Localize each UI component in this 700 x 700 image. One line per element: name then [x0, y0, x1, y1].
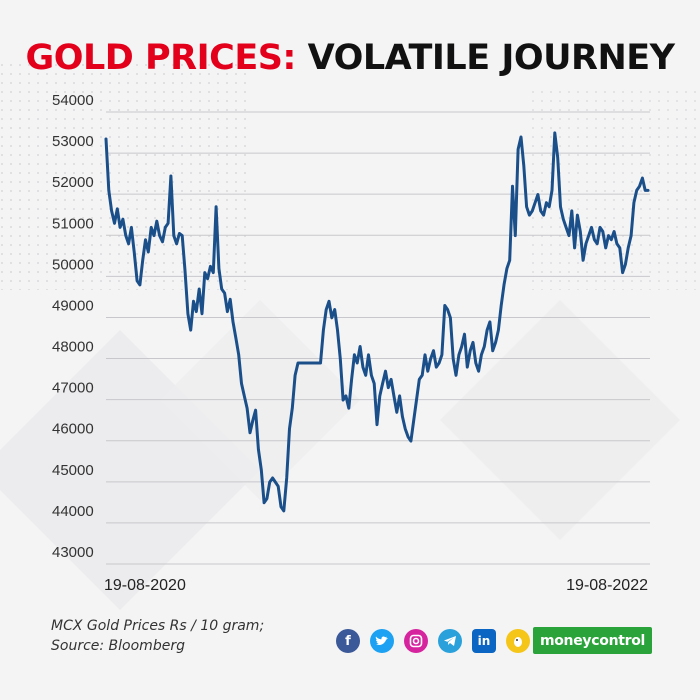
- y-tick-label: 51000: [52, 215, 94, 232]
- twitter-icon[interactable]: [370, 629, 394, 653]
- instagram-icon[interactable]: [404, 629, 428, 653]
- koo-icon[interactable]: [506, 629, 530, 653]
- gold-price-chart: 43000 44000 45000 46000 47000 48000 49000 50000…: [52, 92, 650, 594]
- y-axis-ticks: 43000 44000 45000 46000 47000 48000 49000 50000…: [52, 92, 94, 561]
- telegram-icon[interactable]: [438, 629, 462, 653]
- x-tick-start: 19-08-2020: [104, 577, 186, 594]
- linkedin-icon[interactable]: in: [472, 629, 496, 653]
- y-tick-label: 44000: [52, 503, 94, 520]
- x-tick-end: 19-08-2022: [566, 577, 648, 594]
- y-tick-label: 46000: [52, 421, 94, 438]
- chart-grid: [106, 111, 650, 565]
- facebook-icon[interactable]: f: [336, 629, 360, 653]
- price-series-line: [104, 131, 650, 513]
- y-tick-label: 43000: [52, 544, 94, 561]
- source-line-attribution: Source: Bloomberg: [51, 638, 185, 654]
- y-tick-label: 47000: [52, 380, 94, 397]
- y-tick-label: 49000: [52, 297, 94, 314]
- y-tick-label: 48000: [52, 339, 94, 356]
- moneycontrol-logo[interactable]: moneycontrol: [533, 627, 652, 654]
- source-note: MCX Gold Prices Rs / 10 gram; Source: Bl…: [51, 616, 264, 656]
- title-dark-part: VOLATILE JOURNEY: [307, 38, 675, 78]
- y-tick-label: 54000: [52, 92, 94, 109]
- y-tick-label: 52000: [52, 174, 94, 191]
- y-tick-label: 45000: [52, 462, 94, 479]
- social-icons: f in: [336, 628, 540, 654]
- y-tick-label: 50000: [52, 256, 94, 273]
- chart-title: GOLD PRICES: VOLATILE JOURNEY: [0, 38, 700, 78]
- title-red-part: GOLD PRICES:: [25, 38, 296, 78]
- y-tick-label: 53000: [52, 133, 94, 150]
- source-line-units: MCX Gold Prices Rs / 10 gram;: [51, 618, 265, 634]
